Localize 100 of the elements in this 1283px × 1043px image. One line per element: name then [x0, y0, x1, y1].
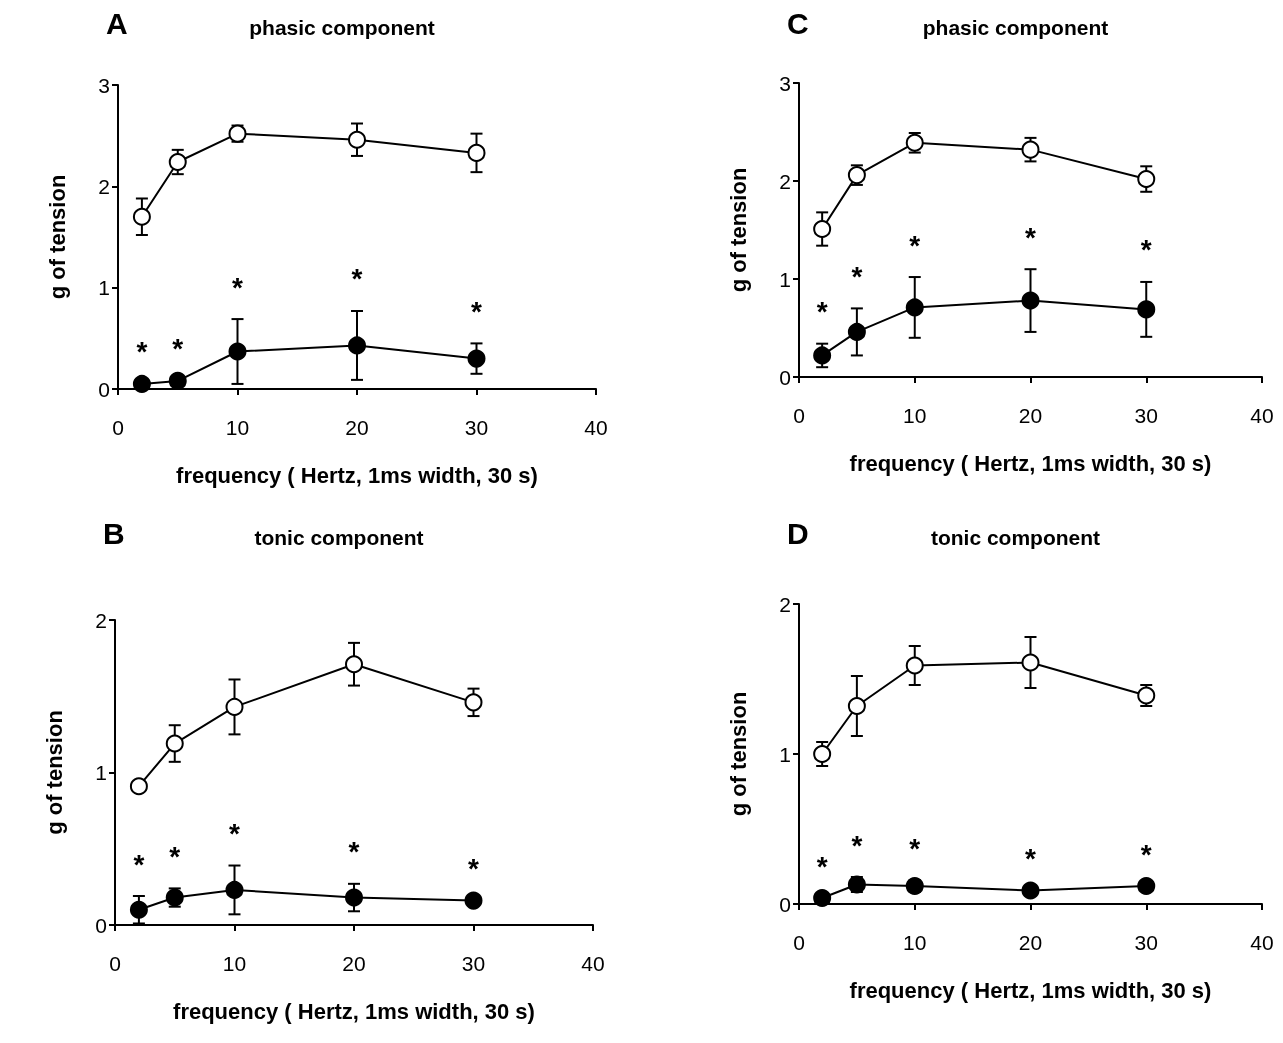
point — [1137, 877, 1156, 895]
x-axis-title: frequency ( Hertz, 1ms width, 30 s) — [849, 450, 1212, 476]
annotation: * — [1025, 843, 1037, 874]
point — [905, 877, 924, 895]
y-tick-label: 3 — [98, 73, 110, 97]
point — [813, 745, 832, 763]
y-tick-label: 2 — [779, 592, 791, 616]
point — [464, 891, 483, 910]
point — [467, 349, 486, 368]
x-tick-label: 0 — [112, 416, 124, 439]
x-tick-label: 20 — [1018, 931, 1043, 954]
point — [165, 734, 184, 753]
x-tick-label: 30 — [1134, 931, 1158, 954]
annotation: * — [1025, 221, 1037, 253]
point — [847, 697, 866, 715]
x-tick-label: 10 — [903, 931, 927, 954]
annotation: * — [136, 336, 148, 368]
y-tick-label: 1 — [95, 761, 107, 784]
x-tick-label: 30 — [461, 952, 486, 975]
point — [847, 322, 866, 341]
x-tick-label: 30 — [464, 416, 489, 439]
x-axis-title: frequency ( Hertz, 1ms width, 30 s) — [173, 998, 535, 1024]
annotation: * — [229, 818, 241, 850]
point — [813, 346, 832, 365]
y-tick-label: 0 — [779, 365, 791, 389]
point — [345, 655, 363, 674]
text: C — [787, 6, 809, 40]
y-tick-label: 3 — [779, 71, 791, 95]
point — [813, 220, 832, 239]
point — [132, 207, 151, 226]
y-axis-title: g of tension — [41, 710, 67, 835]
x-tick-label: 40 — [584, 416, 608, 439]
x-axis-title: frequency ( Hertz, 1ms width, 30 s) — [176, 462, 538, 488]
x-tick-label: 0 — [793, 931, 805, 954]
point — [1021, 653, 1040, 672]
x-tick-label: 40 — [581, 952, 605, 975]
x-tick-label: 20 — [1018, 404, 1043, 427]
point — [129, 900, 148, 919]
y-tick-label: 0 — [95, 913, 107, 937]
point — [348, 130, 366, 149]
chart-title: tonic component — [930, 526, 1101, 549]
y-tick-label: 1 — [779, 267, 791, 291]
point — [225, 880, 244, 899]
y-tick-label: 0 — [98, 377, 110, 401]
annotation: * — [816, 296, 828, 328]
point — [345, 888, 363, 907]
x-tick-label: 40 — [1250, 931, 1274, 954]
annotation: * — [1140, 234, 1152, 266]
point — [225, 697, 244, 716]
text: B — [103, 516, 125, 550]
x-tick-label: 30 — [1134, 404, 1158, 427]
annotation: * — [232, 271, 244, 303]
point — [1021, 291, 1040, 310]
point — [1021, 881, 1040, 900]
annotation: * — [348, 836, 360, 868]
y-tick-label: 2 — [95, 608, 107, 632]
y-tick-label: 2 — [98, 174, 110, 198]
y-tick-label: 2 — [779, 169, 791, 193]
point — [1137, 300, 1156, 319]
point — [813, 889, 832, 907]
y-tick-label: 0 — [779, 892, 791, 916]
annotation: * — [909, 832, 921, 864]
point — [168, 153, 187, 172]
point — [228, 342, 247, 361]
point — [1137, 170, 1156, 189]
y-axis-title: g of tension — [725, 691, 751, 817]
point — [905, 298, 924, 317]
annotation: * — [1140, 838, 1152, 870]
annotation: * — [471, 295, 483, 327]
y-axis-title: g of tension — [725, 167, 751, 293]
point — [467, 143, 486, 162]
x-tick-label: 20 — [342, 952, 366, 975]
annotation: * — [468, 853, 480, 885]
x-tick-label: 10 — [225, 416, 250, 439]
annotation: * — [172, 333, 184, 365]
point — [905, 656, 924, 675]
point — [348, 336, 366, 355]
y-tick-label: 1 — [98, 276, 110, 300]
point — [129, 777, 148, 796]
annotation: * — [816, 850, 828, 882]
text: A — [106, 6, 128, 40]
annotation: * — [851, 260, 863, 292]
x-tick-label: 0 — [793, 404, 805, 427]
point — [464, 693, 483, 712]
point — [132, 374, 151, 393]
x-tick-label: 40 — [1250, 404, 1274, 427]
x-axis-title: frequency ( Hertz, 1ms width, 30 s) — [849, 977, 1212, 1003]
chart-title: phasic component — [249, 16, 435, 39]
annotation: * — [909, 229, 921, 261]
point — [168, 371, 187, 390]
y-axis-title: g of tension — [44, 174, 70, 300]
y-tick-label: 1 — [779, 742, 791, 766]
annotation: * — [351, 263, 363, 295]
point — [1021, 140, 1040, 159]
x-tick-label: 10 — [903, 404, 927, 427]
annotation: * — [169, 840, 181, 872]
annotation: * — [133, 848, 145, 880]
text: D — [787, 516, 809, 550]
chart-title: phasic component — [922, 16, 1109, 39]
annotation: * — [851, 829, 863, 861]
